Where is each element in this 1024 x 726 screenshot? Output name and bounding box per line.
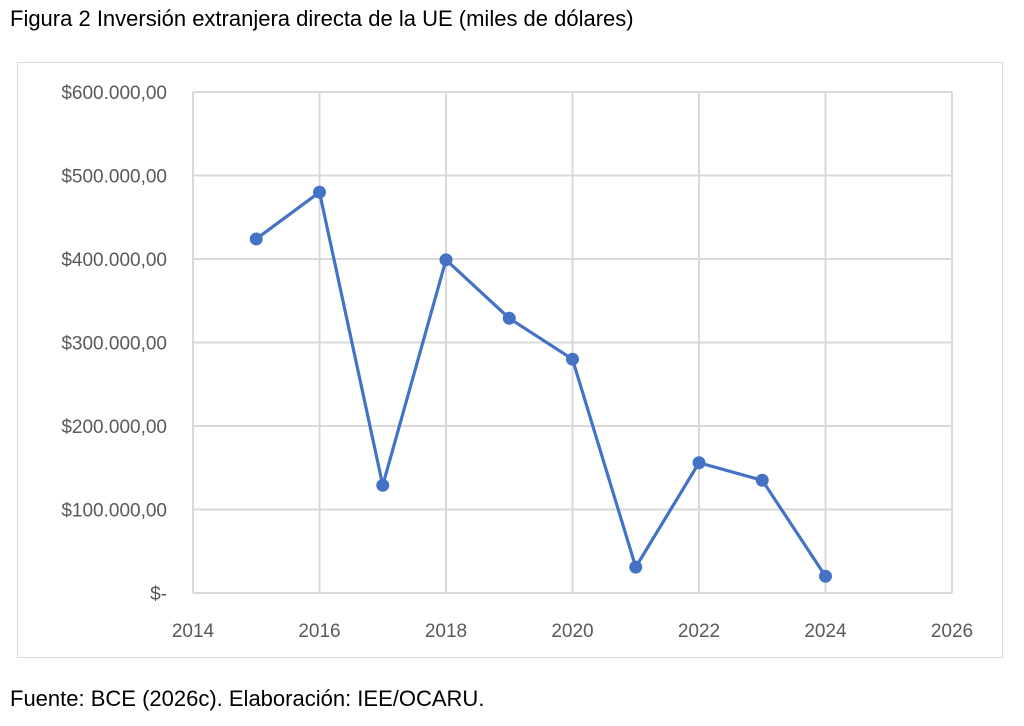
chart-frame [17,62,1003,658]
x-tick-label: 2026 [931,621,973,642]
y-tick-label: $600.000,00 [61,83,167,104]
x-tick-label: 2016 [298,621,340,642]
x-tick-label: 2020 [551,621,593,642]
x-tick-label: 2018 [425,621,467,642]
data-point [819,569,832,583]
x-tick-label: 2024 [804,621,847,642]
series-line [255,190,827,578]
y-tick-label: $200.000,00 [61,417,167,438]
data-point [439,253,453,267]
data-point [313,185,326,199]
y-tick-label: $500.000,00 [61,167,167,188]
data-point [755,473,769,487]
y-tick-label: $400.000,00 [61,250,167,271]
x-tick-label: 2022 [678,621,720,642]
figure-source: Fuente: BCE (2026c). Elaboración: IEE/OC… [10,686,485,711]
data-point [692,456,706,470]
data-point [566,352,579,366]
data-point [249,232,263,246]
data-point [629,560,643,574]
y-tick-label: $100.000,00 [61,501,167,522]
data-point [376,478,390,492]
data-point [502,311,516,325]
y-tick-label: $300.000,00 [61,334,167,355]
x-tick-label: 2014 [172,621,215,642]
figure-title: Figura 2 Inversión extranjera directa de… [10,6,634,31]
y-tick-label: $- [150,584,167,605]
